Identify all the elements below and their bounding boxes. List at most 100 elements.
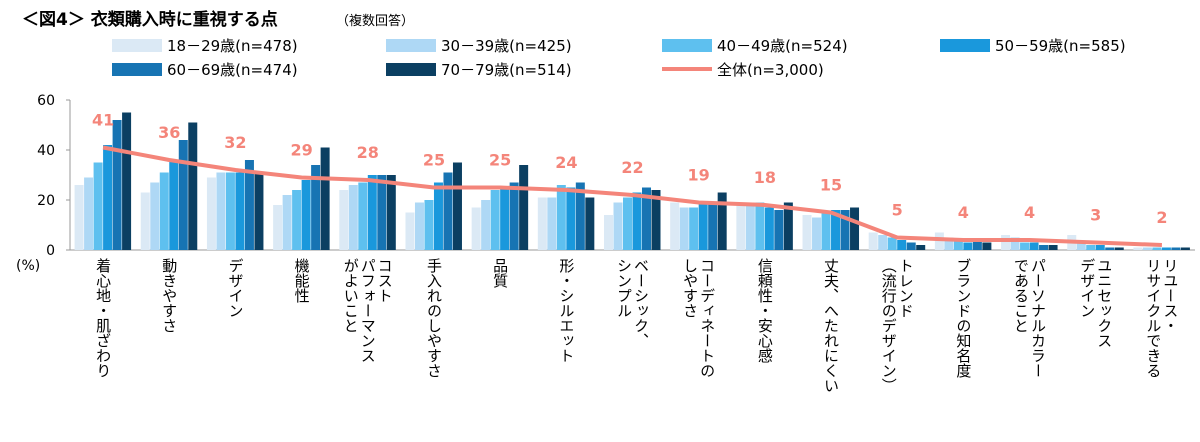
category-label-line: リユース・ — [1161, 258, 1179, 333]
data-label: 15 — [820, 176, 842, 195]
category-label: 品質 — [491, 258, 509, 288]
category-label: 機能性 — [293, 258, 311, 303]
bar — [292, 190, 302, 250]
bar — [878, 235, 888, 250]
bar — [348, 185, 358, 250]
bar — [897, 240, 907, 250]
data-label: 32 — [224, 133, 246, 152]
bar — [764, 207, 774, 250]
category-label-line: トレンド — [897, 258, 915, 318]
data-label: 25 — [489, 151, 511, 170]
legend-item: 18－29歳(n=478) — [112, 37, 298, 55]
bar — [916, 245, 926, 250]
category-label-line: 着心地・肌ざわり — [94, 258, 112, 378]
data-label: 22 — [621, 158, 643, 177]
category-label: 着心地・肌ざわり — [94, 258, 112, 378]
bar — [698, 202, 708, 250]
bar — [1161, 247, 1171, 250]
legend-swatch — [112, 39, 162, 52]
bar — [1020, 242, 1030, 250]
bar — [613, 202, 623, 250]
legend-label: 70－79歳(n=514) — [441, 61, 572, 79]
bar — [311, 165, 321, 250]
bar — [1133, 247, 1143, 250]
category-label: ベーシック、シンプル — [615, 258, 650, 348]
legend-label: 30－39歳(n=425) — [441, 37, 572, 55]
bar — [481, 200, 491, 250]
category-label-line: 丈夫、へたれにくい — [822, 258, 840, 393]
y-tick-label: 40 — [37, 143, 55, 159]
bar — [575, 182, 585, 250]
bar — [585, 197, 595, 250]
legend-item: 70－79歳(n=514) — [386, 61, 572, 79]
category-label-line: 手入れのしやすさ — [425, 258, 443, 378]
bar — [150, 182, 160, 250]
bar — [537, 197, 547, 250]
y-tick-label: 20 — [37, 193, 55, 209]
bar — [159, 172, 169, 250]
category-label: ブランドの知名度 — [954, 258, 972, 378]
bar — [282, 195, 292, 250]
bar — [632, 192, 642, 250]
bar — [812, 217, 822, 250]
legend-item: 50－59歳(n=585) — [940, 37, 1126, 55]
bar — [972, 240, 982, 250]
bar — [1039, 245, 1049, 250]
bar — [651, 190, 661, 250]
bar — [1086, 245, 1096, 250]
bar — [216, 172, 226, 250]
bar — [821, 212, 831, 250]
data-label: 24 — [555, 153, 577, 172]
bar — [802, 215, 812, 250]
bar — [509, 182, 519, 250]
bar — [1180, 247, 1190, 250]
bar — [745, 202, 755, 250]
data-label: 5 — [892, 201, 903, 220]
bar — [1114, 247, 1124, 250]
data-label: 4 — [958, 203, 969, 222]
bar — [774, 210, 784, 250]
bar — [547, 197, 557, 250]
bar — [273, 205, 283, 250]
bar — [188, 122, 198, 250]
bar — [1001, 235, 1011, 250]
data-label: 36 — [158, 123, 180, 142]
category-label: デザイン — [226, 258, 244, 318]
y-tick-label: 60 — [37, 93, 55, 109]
y-tick-label: 0 — [46, 243, 55, 259]
bar — [301, 180, 311, 250]
bar — [112, 120, 122, 250]
category-label-line: 動きやすさ — [160, 258, 178, 333]
bar — [906, 242, 916, 250]
bar — [840, 210, 850, 250]
category-label: 動きやすさ — [160, 258, 178, 333]
bar — [405, 212, 415, 250]
data-label: 28 — [357, 143, 379, 162]
category-label-line: シンプル — [615, 258, 633, 318]
bar — [783, 202, 793, 250]
data-label: 25 — [423, 151, 445, 170]
bar — [736, 202, 746, 250]
category-label-line: デザイン — [226, 258, 244, 318]
category-label-line: パフォーマンス — [359, 258, 377, 363]
bar — [206, 177, 216, 250]
bar — [235, 172, 245, 250]
category-label-line: ブランドの知名度 — [954, 258, 972, 378]
chart-subtitle: （複数回答） — [336, 13, 414, 29]
bar — [850, 207, 860, 250]
category-label: 手入れのしやすさ — [425, 258, 443, 378]
bar — [140, 192, 150, 250]
bars — [74, 112, 1190, 250]
bar — [74, 185, 84, 250]
data-label: 41 — [92, 111, 114, 130]
legend-item: 40－49歳(n=524) — [662, 37, 848, 55]
bar — [490, 190, 500, 250]
bar — [604, 215, 613, 250]
bar — [386, 175, 396, 250]
bar — [169, 160, 179, 250]
category-label-line: 品質 — [491, 258, 509, 288]
bar — [1076, 242, 1086, 250]
